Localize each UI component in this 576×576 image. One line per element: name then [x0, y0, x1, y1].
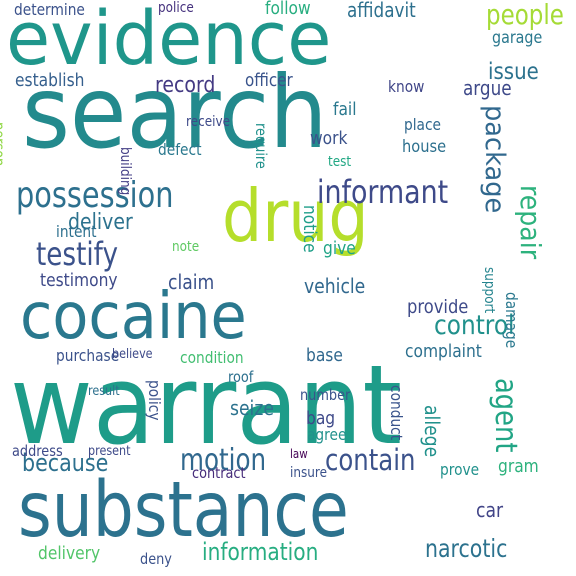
- word: result: [88, 384, 120, 399]
- word: roof: [228, 368, 254, 386]
- word: note: [172, 239, 200, 255]
- word: deny: [140, 550, 172, 568]
- word: control: [434, 310, 515, 341]
- word: purchase: [56, 346, 120, 365]
- word: affidavit: [347, 0, 416, 22]
- word: defect: [158, 140, 202, 159]
- word: present: [88, 444, 131, 459]
- word: officer: [245, 70, 293, 91]
- word: know: [388, 77, 425, 96]
- word: establish: [15, 70, 85, 91]
- word: record: [155, 73, 216, 98]
- word: garage: [492, 28, 543, 48]
- word: seize: [230, 396, 274, 420]
- word: delivery: [38, 543, 101, 564]
- word: allege: [420, 405, 444, 458]
- word: contract: [192, 464, 246, 482]
- word: deliver: [68, 210, 133, 235]
- word: prove: [440, 460, 480, 479]
- word: person: [0, 122, 8, 167]
- word: information: [202, 538, 319, 566]
- word: test: [328, 154, 352, 170]
- word: notice: [299, 205, 320, 253]
- word: base: [306, 345, 343, 366]
- word: work: [310, 128, 348, 149]
- word: building: [117, 147, 133, 196]
- word: address: [12, 442, 63, 460]
- word: testify: [36, 235, 118, 273]
- word: cocaine: [20, 280, 247, 354]
- word: narcotic: [425, 534, 508, 563]
- word: conduct: [387, 385, 406, 441]
- word: people: [486, 0, 564, 31]
- word: require: [252, 123, 270, 169]
- word: give: [323, 238, 356, 259]
- word: search: [22, 54, 328, 171]
- word: law: [290, 447, 308, 461]
- word: receive: [186, 114, 231, 130]
- word: agree: [307, 425, 347, 444]
- word: because: [22, 449, 109, 477]
- word: place: [404, 115, 442, 134]
- word: gram: [498, 456, 539, 477]
- word: car: [476, 498, 504, 522]
- word: motion: [180, 443, 267, 478]
- word: bag: [306, 408, 336, 429]
- word: contain: [325, 443, 416, 477]
- word: evidence: [6, 0, 332, 82]
- word: informant: [317, 173, 449, 211]
- word: substance: [18, 466, 349, 555]
- word: support: [481, 267, 497, 314]
- word: house: [402, 137, 447, 157]
- word: follow: [265, 0, 311, 19]
- word: provide: [407, 296, 469, 318]
- word: argue: [463, 76, 512, 100]
- word: vehicle: [304, 274, 366, 298]
- word: intent: [56, 222, 97, 241]
- word: issue: [488, 59, 539, 85]
- word: insure: [290, 465, 327, 481]
- word: determine: [14, 0, 85, 19]
- word: complaint: [405, 341, 482, 362]
- word: believe: [112, 347, 153, 362]
- word: claim: [168, 270, 215, 294]
- word: package: [479, 105, 510, 214]
- word: drug: [222, 174, 369, 258]
- word: repair: [514, 185, 547, 260]
- word: police: [158, 0, 194, 16]
- word: testimony: [40, 270, 118, 291]
- word: possession: [16, 175, 174, 216]
- word: agent: [488, 378, 523, 453]
- word: fail: [333, 99, 357, 120]
- word: warrant: [10, 341, 403, 469]
- word: number: [300, 386, 351, 404]
- word: condition: [180, 348, 244, 367]
- word: damage: [502, 292, 521, 349]
- word: policy: [145, 380, 164, 421]
